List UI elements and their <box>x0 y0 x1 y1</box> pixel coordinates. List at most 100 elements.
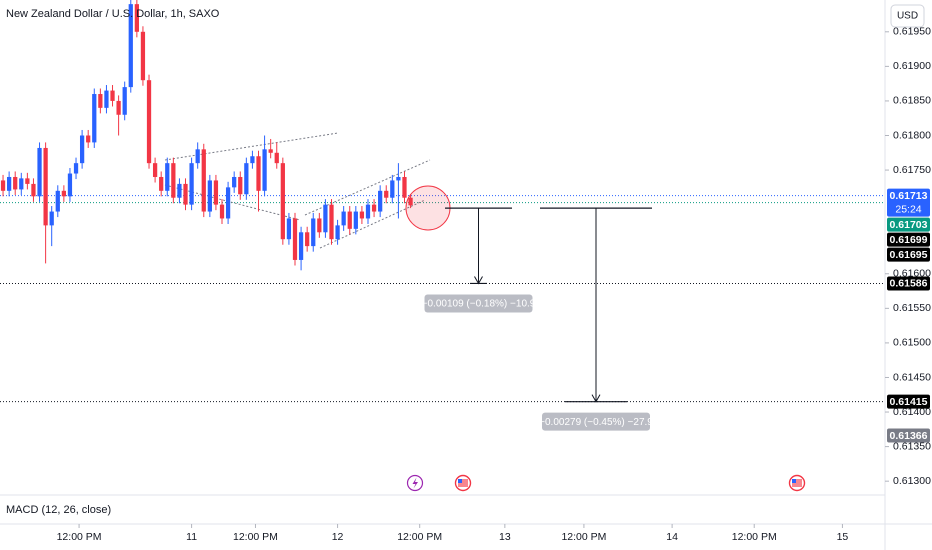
price-badge-label: 0.61695 <box>890 249 928 261</box>
candle-body <box>98 94 103 108</box>
candle-body <box>128 4 133 88</box>
candle-body <box>286 218 292 240</box>
candle-body <box>250 156 255 164</box>
candle-body <box>359 211 365 219</box>
candle-body <box>122 87 127 115</box>
y-tick-label: 0.61550 <box>893 302 931 314</box>
price-badge <box>887 232 930 247</box>
trend-line <box>304 159 431 216</box>
x-tick-label: 12:00 PM <box>561 531 606 543</box>
candle-body <box>67 173 73 197</box>
candle-body <box>55 190 60 212</box>
candle-body <box>232 176 237 188</box>
price-badge-label: 0.61415 <box>890 396 928 408</box>
y-tick-label: 0.61900 <box>893 60 931 72</box>
measure-label-box <box>424 294 533 313</box>
candle-body <box>6 176 12 191</box>
x-tick-label: 12:00 PM <box>233 531 278 543</box>
event-icon[interactable] <box>454 474 472 492</box>
candle-body <box>298 232 304 260</box>
candle-body <box>305 232 310 247</box>
candle-body <box>73 163 79 174</box>
candle-body <box>244 163 249 195</box>
x-tick-label: 15 <box>837 531 849 543</box>
currency-label[interactable]: USD <box>897 11 918 22</box>
candle-body <box>116 100 121 115</box>
candle-body <box>104 90 109 108</box>
candle-body <box>140 31 146 81</box>
price-badge-label: 0.61586 <box>890 278 928 290</box>
candle-body <box>238 176 243 195</box>
candle-body <box>268 149 273 153</box>
price-badge-label: 0.61713 <box>890 190 928 202</box>
x-tick-label: 11 <box>186 531 197 543</box>
x-tick-label: 12:00 PM <box>397 531 442 543</box>
candle-body <box>353 211 358 229</box>
candle-body <box>86 135 91 143</box>
y-tick-label: 0.61350 <box>893 440 931 452</box>
candle-body <box>292 218 298 260</box>
candle-body <box>152 163 158 177</box>
candle-body <box>341 211 346 226</box>
candle-body <box>347 211 352 229</box>
plot-area <box>0 0 885 403</box>
countdown-label: 25:24 <box>895 203 921 215</box>
candle-body <box>371 204 377 212</box>
y-tick-label: 0.61750 <box>893 164 931 176</box>
trend-line <box>164 184 301 221</box>
candle-body <box>323 204 328 233</box>
trend-line <box>319 199 426 249</box>
candle-body <box>165 163 170 191</box>
candle-body <box>49 211 54 226</box>
indicator-label: MACD (12, 26, close) <box>6 504 111 516</box>
y-tick-label: 0.61450 <box>893 371 931 383</box>
y-tick-label: 0.61950 <box>893 26 931 38</box>
candle-body <box>274 152 279 164</box>
candle-body <box>317 218 322 233</box>
currency-button[interactable] <box>890 4 925 28</box>
y-tick-label: 0.61800 <box>893 129 931 141</box>
chart-title: New Zealand Dollar / U.S. Dollar, 1h, SA… <box>6 8 220 20</box>
candle-body <box>134 4 139 32</box>
candle-body <box>390 180 395 198</box>
price-badge <box>887 276 930 291</box>
measure-label-box <box>542 412 650 431</box>
highlight-circle <box>405 185 451 231</box>
x-tick-label: 12:00 PM <box>732 531 777 543</box>
price-badge <box>887 188 930 217</box>
measure-label: −0.00109 (−0.18%) −10.9 <box>422 299 536 310</box>
event-icon[interactable] <box>406 474 424 492</box>
y-tick-label: 0.61850 <box>893 95 931 107</box>
candle-body <box>195 149 200 164</box>
candle-body <box>25 178 30 184</box>
candle-body <box>408 197 413 206</box>
price-badge <box>887 428 930 443</box>
price-badge <box>887 394 930 409</box>
measure-arrowhead <box>591 394 601 403</box>
candle-body <box>177 183 182 198</box>
y-tick-label: 0.61300 <box>893 475 931 487</box>
candle-body <box>171 163 176 198</box>
candle-body <box>384 190 389 198</box>
y-tick-label: 0.61400 <box>893 406 931 418</box>
price-badge-label: 0.61366 <box>890 430 928 442</box>
candle-body <box>365 204 371 219</box>
candle-body <box>0 180 6 191</box>
candle-body <box>183 183 188 205</box>
candle-body <box>311 218 316 247</box>
measure-label: −0.00279 (−0.45%) −27.9 <box>539 417 653 428</box>
candle-body <box>92 94 97 143</box>
x-tick-label: 14 <box>666 531 678 543</box>
candle-body <box>402 176 407 198</box>
event-icon[interactable] <box>788 474 806 492</box>
y-tick-label: 0.61500 <box>893 337 931 349</box>
candle-body <box>262 149 267 191</box>
candle-body <box>189 163 194 205</box>
price-badge <box>887 247 930 262</box>
candle-body <box>110 90 115 101</box>
candle-body <box>31 183 36 197</box>
measure-arrowhead <box>474 276 483 285</box>
candle-body <box>335 225 340 240</box>
